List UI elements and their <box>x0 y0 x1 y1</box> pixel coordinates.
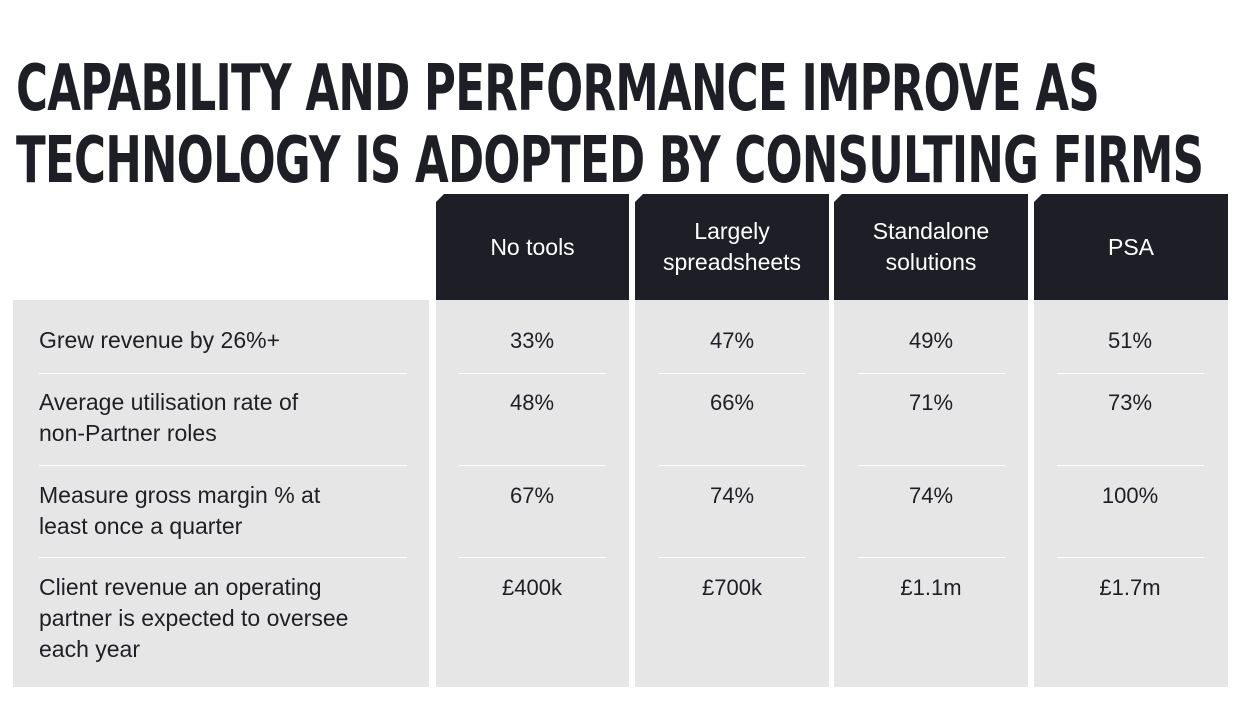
cell-value: 48% <box>509 390 555 415</box>
row-label-client-revenue: Client revenue an operating partner is e… <box>39 574 349 662</box>
page-title: CAPABILITY AND PERFORMANCE IMPROVE AS TE… <box>16 51 1204 198</box>
cell-value: 33% <box>509 328 555 353</box>
cell-divider <box>858 373 1005 374</box>
row-label-grew-revenue: Grew revenue by 26%+ <box>39 327 280 353</box>
row-divider <box>39 557 407 558</box>
cell-divider <box>459 557 606 558</box>
title-line-2: TECHNOLOGY IS ADOPTED BY CONSULTING FIRM… <box>16 123 1204 198</box>
cell-divider <box>1057 557 1204 558</box>
cell-value: 47% <box>709 328 755 353</box>
cell-value: 49% <box>908 328 954 353</box>
column-panel-psa <box>1034 300 1228 687</box>
row-divider <box>39 373 407 374</box>
cell-divider <box>659 557 805 558</box>
column-header-standalone-solutions: Standalone solutions <box>834 194 1028 300</box>
cell-value: 74% <box>709 483 755 508</box>
column-header-label: PSA <box>1107 233 1155 260</box>
row-label-gross-margin: Measure gross margin % at least once a q… <box>39 482 321 539</box>
cell-value: 100% <box>1101 483 1159 508</box>
cell-divider <box>459 373 606 374</box>
column-panel-no-tools <box>436 300 629 687</box>
cell-divider <box>659 373 805 374</box>
cell-value: 71% <box>908 390 954 415</box>
cell-value: 74% <box>908 483 954 508</box>
title-line-1: CAPABILITY AND PERFORMANCE IMPROVE AS <box>16 51 1100 126</box>
column-header-label: Standalone solutions <box>872 218 990 275</box>
row-label-utilisation: Average utilisation rate of non-Partner … <box>39 389 299 446</box>
row-labels-panel <box>13 300 429 687</box>
row-divider <box>39 465 407 466</box>
column-panel-standalone-solutions <box>834 300 1028 687</box>
cell-value: £400k <box>502 575 562 600</box>
cell-value: £1.1m <box>900 575 962 600</box>
cell-divider <box>459 465 606 466</box>
cell-divider <box>1057 373 1204 374</box>
column-header-label: Largely spreadsheets <box>662 218 802 275</box>
column-header-psa: PSA <box>1034 194 1228 300</box>
column-panel-largely-spreadsheets <box>635 300 829 687</box>
cell-divider <box>659 465 805 466</box>
cell-divider <box>858 465 1005 466</box>
column-header-no-tools: No tools <box>436 194 629 300</box>
cell-value: £700k <box>702 575 762 600</box>
cell-divider <box>858 557 1005 558</box>
column-header-label: No tools <box>490 233 575 260</box>
column-header-largely-spreadsheets: Largely spreadsheets <box>635 194 829 300</box>
cell-value: £1.7m <box>1099 575 1161 600</box>
cell-value: 67% <box>509 483 555 508</box>
cell-divider <box>1057 465 1204 466</box>
cell-value: 73% <box>1107 390 1153 415</box>
cell-value: 66% <box>709 390 755 415</box>
cell-value: 51% <box>1107 328 1153 353</box>
